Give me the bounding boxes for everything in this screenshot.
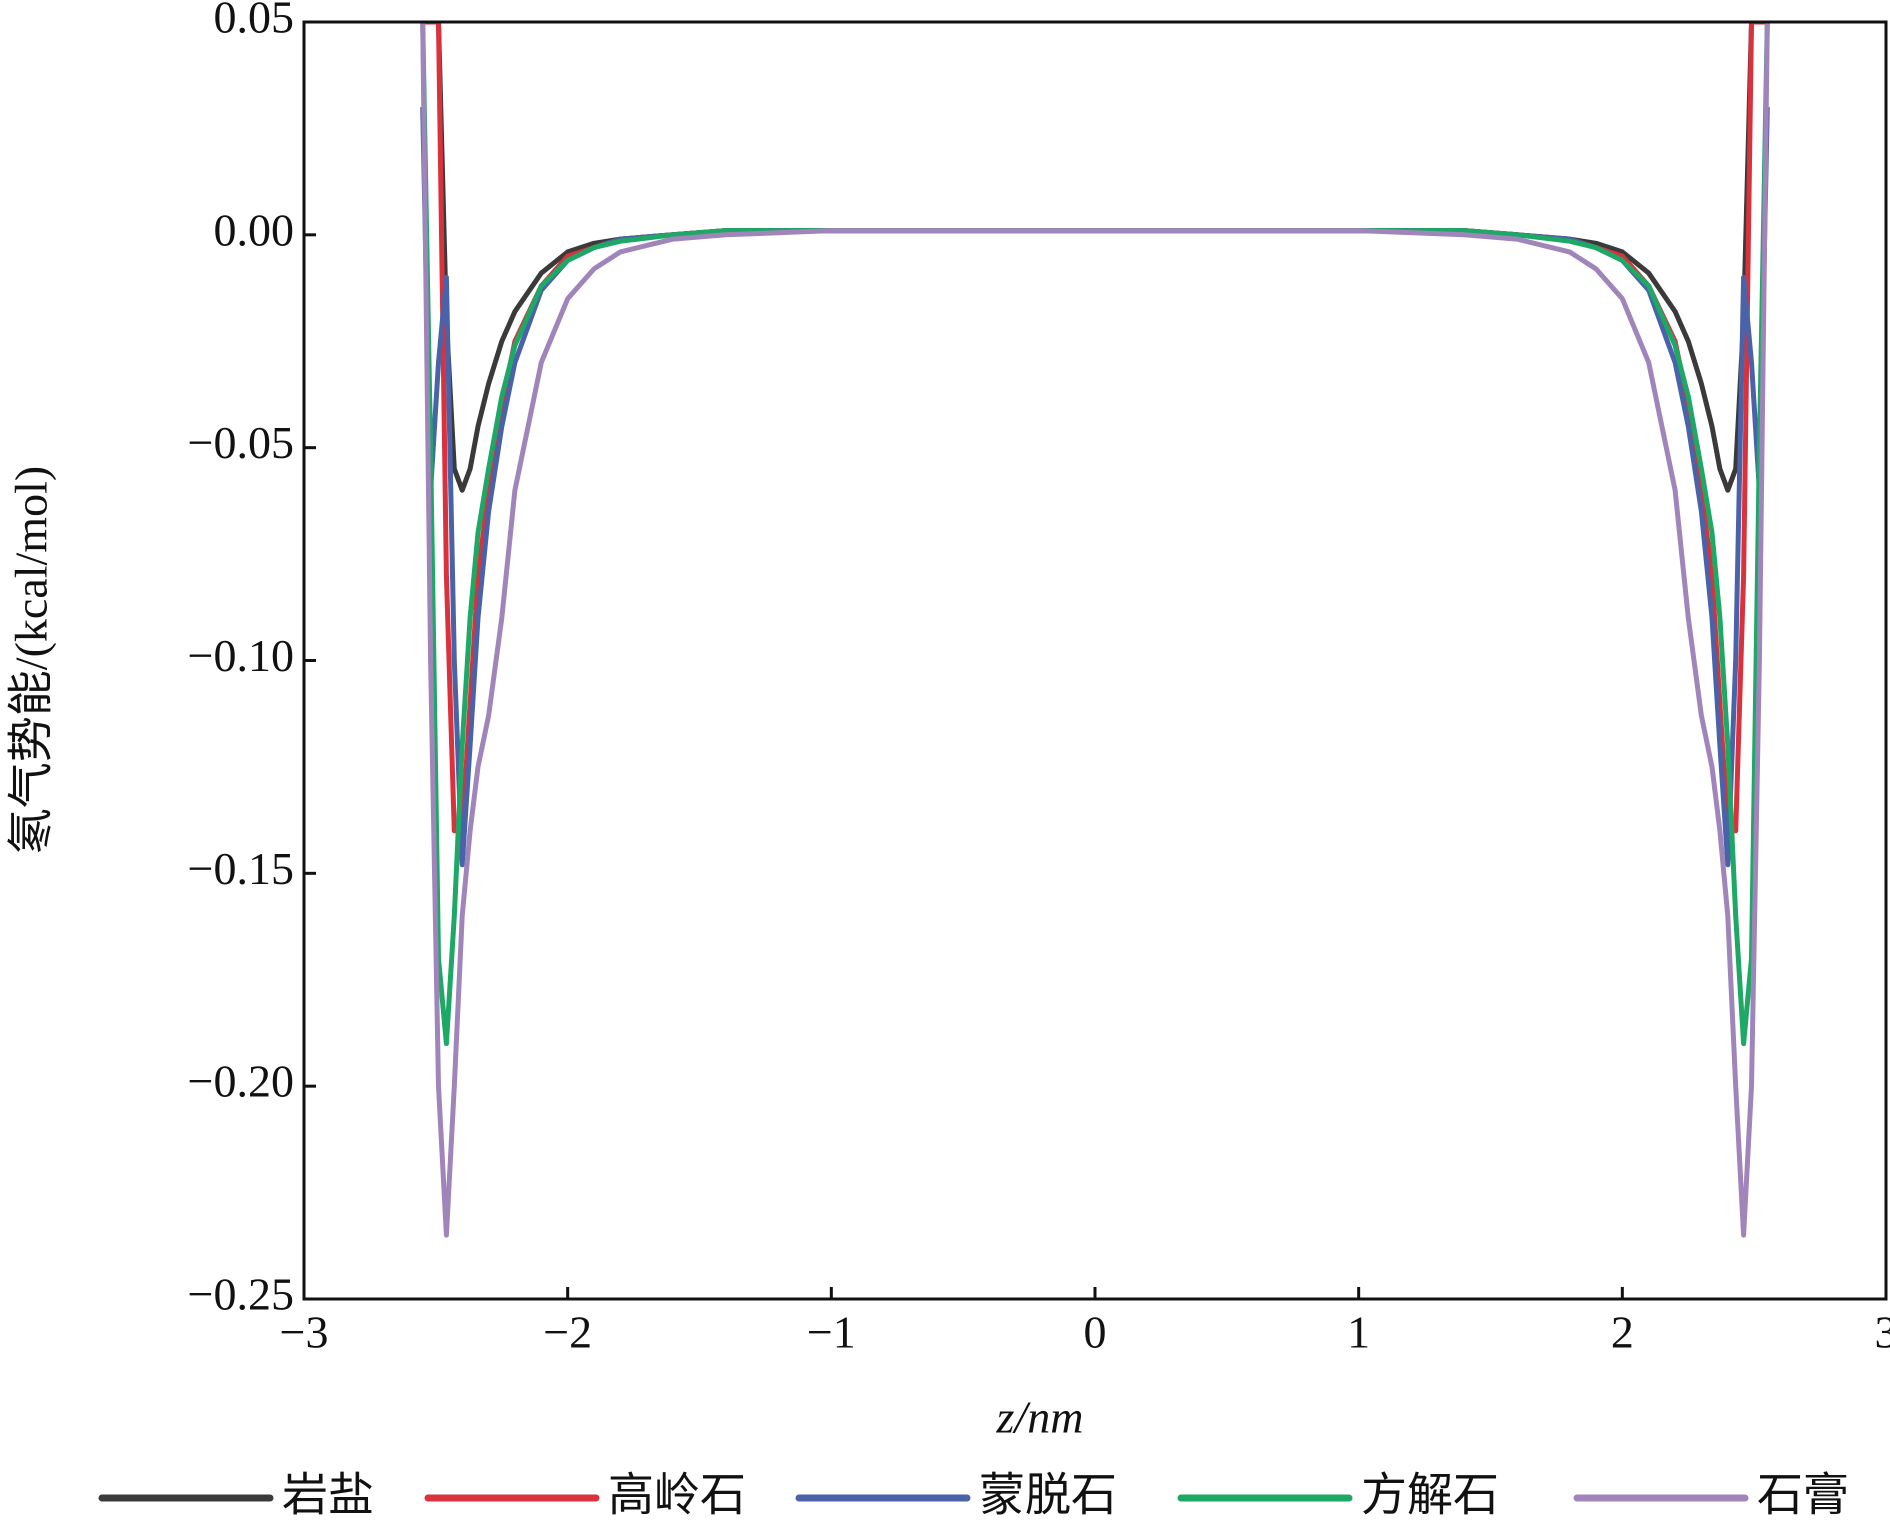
series-line xyxy=(422,22,1768,834)
x-tick-label: 2 xyxy=(1611,1307,1634,1358)
plot-frame xyxy=(302,20,1888,1301)
series-line xyxy=(420,22,1770,1238)
x-tick-label: 3 xyxy=(1875,1307,1890,1358)
y-axis-title: 氡气势能/(kcal/mol) xyxy=(6,466,57,854)
x-tick-label: 1 xyxy=(1347,1307,1370,1358)
legend-label: 岩盐 xyxy=(282,1470,374,1521)
y-tick-label: −0.05 xyxy=(188,417,294,468)
plot-lines xyxy=(420,22,1770,1238)
x-tick-label: 0 xyxy=(1084,1307,1107,1358)
y-tick-label: 0.05 xyxy=(214,0,295,43)
series-line xyxy=(422,22,1768,493)
y-tick-label: −0.25 xyxy=(188,1269,294,1320)
series-line xyxy=(420,107,1770,868)
x-tick-label: −2 xyxy=(543,1307,592,1358)
x-axis-title: z/nm xyxy=(996,1392,1084,1443)
legend-label: 方解石 xyxy=(1361,1470,1499,1521)
legend-label: 蒙脱石 xyxy=(979,1470,1117,1521)
x-tick-label: −3 xyxy=(280,1307,329,1358)
x-tick-label: −1 xyxy=(807,1307,856,1358)
y-tick-label: −0.10 xyxy=(188,630,294,681)
legend-label: 高岭石 xyxy=(608,1470,746,1521)
y-tick-label: 0.00 xyxy=(214,204,295,255)
series-line xyxy=(420,22,1770,1047)
y-tick-label: −0.20 xyxy=(188,1056,294,1107)
legend-label: 石膏 xyxy=(1757,1470,1849,1521)
y-tick-label: −0.15 xyxy=(188,843,294,894)
